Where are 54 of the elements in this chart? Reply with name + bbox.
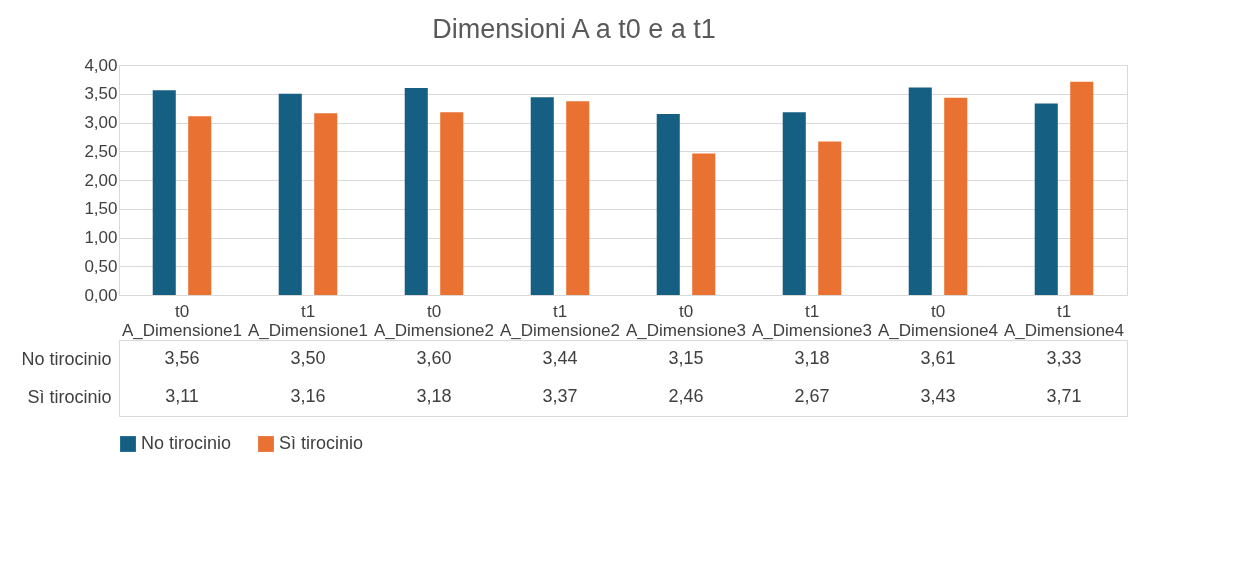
- text: No tirocinio: [21, 348, 112, 369]
- bar: [152, 90, 176, 295]
- legend-label: No tirocinio: [141, 433, 232, 453]
- bar: [530, 97, 554, 295]
- data-label: 3,60: [416, 348, 452, 368]
- bar: [188, 116, 212, 295]
- data-label: 3,44: [542, 348, 578, 368]
- data-label: 3,56: [164, 348, 200, 368]
- data-label: 3,11: [165, 386, 199, 406]
- bar: [1070, 81, 1094, 295]
- y-tick-label: 2,00: [84, 170, 118, 190]
- data-label: 3,37: [542, 386, 578, 406]
- data-label: 3,71: [1046, 386, 1082, 406]
- y-tick-label: 0,00: [84, 285, 118, 305]
- x-tick-label: t1 A_Dimensione3: [751, 301, 873, 340]
- x-tick-label: t1 A_Dimensione1: [247, 301, 369, 340]
- data-label: 2,67: [794, 386, 830, 406]
- y-tick-label: 0,50: [84, 256, 118, 276]
- y-tick-label: 3,00: [84, 113, 118, 132]
- x-tick-label: t0 A_Dimensione1: [121, 301, 243, 340]
- data-label: 3,18: [794, 348, 830, 368]
- data-label: 3,43: [920, 386, 956, 406]
- legend-label: Sì tirocinio: [279, 433, 364, 453]
- bar: [440, 112, 464, 295]
- bar: [782, 112, 806, 295]
- bar: [692, 153, 716, 295]
- data-label: 2,46: [668, 386, 704, 406]
- bar: [404, 88, 428, 295]
- bar: [944, 97, 968, 295]
- bar: [908, 87, 932, 295]
- data-label: 3,18: [416, 386, 452, 406]
- data-label: 3,15: [668, 348, 704, 368]
- bar: [656, 113, 680, 295]
- y-tick-label: 1,50: [84, 199, 118, 219]
- x-tick-label: t1 A_Dimensione4: [1003, 301, 1125, 340]
- y-tick-label: 3,50: [84, 84, 118, 104]
- data-label: 3,61: [920, 348, 956, 368]
- bar: [566, 101, 590, 295]
- bar: [1034, 103, 1058, 295]
- y-tick-label: 2,50: [84, 141, 118, 161]
- data-label: 3,16: [290, 386, 326, 406]
- data-label: 3,50: [290, 348, 326, 368]
- x-tick-label: t0 A_Dimensione4: [877, 301, 999, 340]
- bar: [278, 93, 302, 295]
- bar: [818, 141, 842, 295]
- bar: [314, 113, 338, 295]
- x-tick-label: t0 A_Dimensione2: [373, 301, 495, 340]
- y-tick-label: 1,00: [84, 228, 118, 247]
- y-tick-label: 4,00: [84, 55, 118, 75]
- text: Sì tirocinio: [27, 386, 112, 407]
- data-label: 3,33: [1046, 348, 1082, 368]
- x-tick-label: t1 A_Dimensione2: [499, 301, 621, 340]
- x-tick-label: t0 A_Dimensione3: [625, 301, 747, 340]
- chart-title: Dimensioni A a t0 e a t1: [432, 13, 716, 44]
